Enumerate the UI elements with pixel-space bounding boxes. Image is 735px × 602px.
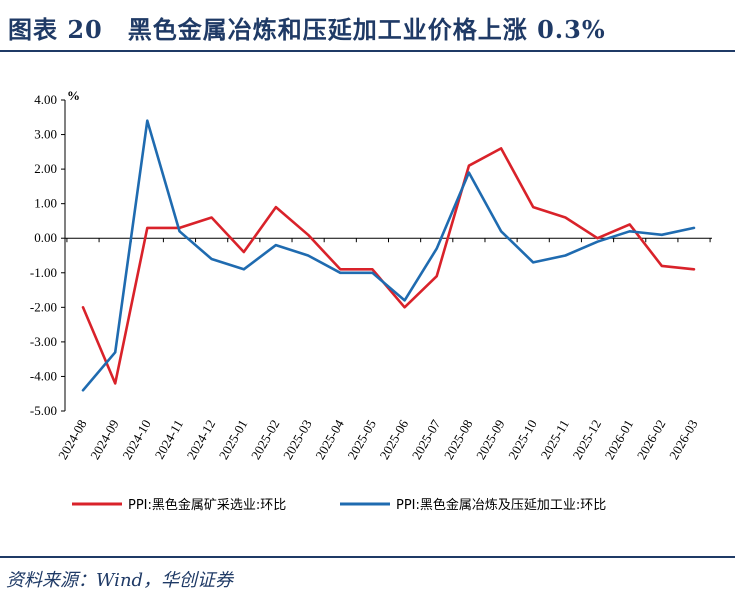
line-chart: 4.00 3.00 2.00 1.00 0.00 -1.00 -2.00 -3.00 -4.00… (30, 88, 712, 513)
chart-legend: PPI:黑色金属矿采选业:环比 PPI:黑色金属冶炼及压延加工业:环比 (72, 497, 606, 513)
x-tick-label: 2025-10 (505, 417, 540, 462)
x-tick-label: 2025-03 (280, 417, 315, 462)
x-tick-label: 2025-04 (312, 417, 347, 462)
x-tick-label: 2024-12 (184, 417, 219, 462)
x-tick-label: 2024-10 (119, 417, 154, 462)
legend-label-smelting: PPI:黑色金属冶炼及压延加工业:环比 (396, 497, 606, 513)
y-tick-label: 2.00 (34, 161, 57, 176)
source-note: 资料来源：Wind，华创证券 (6, 570, 234, 591)
y-tick-label: -2.00 (30, 299, 57, 314)
title-divider (0, 50, 735, 52)
y-tick-label: 1.00 (34, 196, 57, 211)
chart-series (81, 119, 696, 392)
y-tick-label: 3.00 (34, 127, 57, 142)
x-tick-label: 2025-02 (248, 417, 283, 462)
x-tick-label: 2025-05 (344, 417, 379, 462)
x-tick-label: 2025-08 (441, 417, 476, 462)
source-divider (0, 556, 735, 558)
x-tick-label: 2024-09 (87, 417, 122, 462)
x-tick-label: 2025-07 (409, 417, 444, 462)
y-tick-label: -4.00 (30, 368, 57, 383)
series-line-mining (81, 147, 696, 385)
y-tick-label: 0.00 (34, 230, 57, 245)
y-tick-label: -1.00 (30, 265, 57, 280)
x-tick-label: 2026-03 (666, 417, 701, 462)
x-tick-label: 2026-01 (602, 417, 637, 462)
x-tick-label: 2024-11 (152, 417, 186, 462)
y-tick-label: -5.00 (30, 403, 57, 418)
figure-header: 图表 20 黑色金属冶炼和压延加工业价格上涨 0.3% (0, 0, 735, 50)
y-tick-label: -3.00 (30, 334, 57, 349)
y-axis-unit: % (67, 88, 80, 103)
chart-axes: 4.00 3.00 2.00 1.00 0.00 -1.00 -2.00 -3.00 -4.00… (30, 88, 712, 462)
x-tick-label: 2025-12 (569, 417, 604, 462)
y-tick-label: 4.00 (34, 92, 57, 107)
x-tick-label: 2024-08 (55, 417, 90, 462)
x-tick-label: 2025-06 (377, 417, 412, 462)
x-tick-label: 2025-01 (216, 417, 251, 462)
x-tick-label: 2026-02 (634, 417, 669, 462)
x-tick-label: 2025-09 (473, 417, 508, 462)
x-tick-label: 2025-11 (538, 417, 572, 462)
series-line-smelting (81, 119, 696, 392)
figure-title: 图表 20 黑色金属冶炼和压延加工业价格上涨 0.3% (8, 15, 606, 44)
legend-label-mining: PPI:黑色金属矿采选业:环比 (128, 497, 286, 513)
